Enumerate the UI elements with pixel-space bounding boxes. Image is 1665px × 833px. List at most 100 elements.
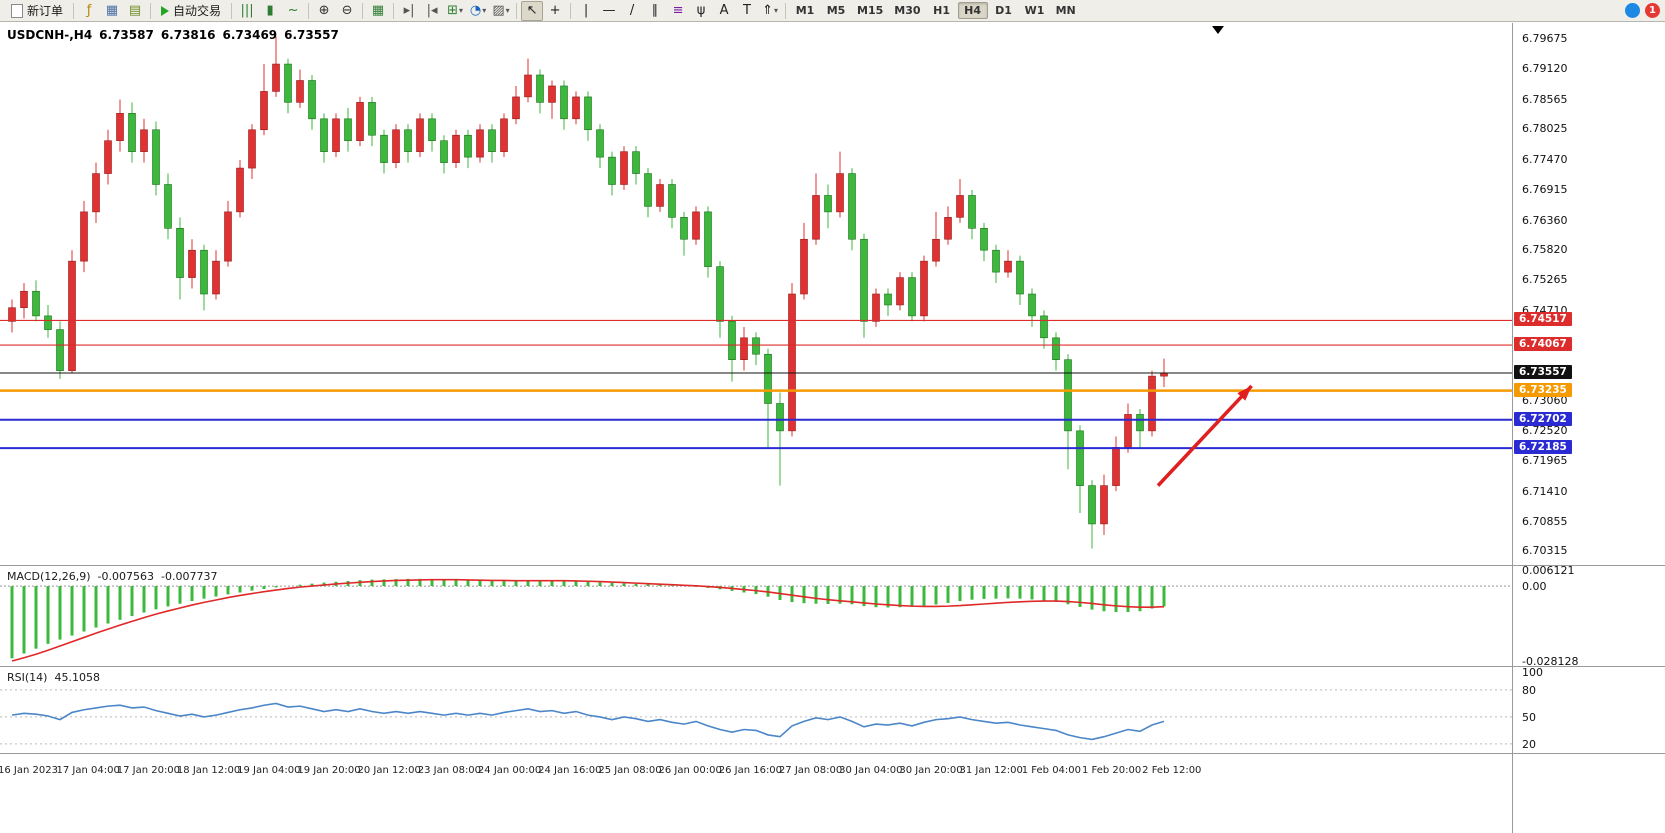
new-chart-icon[interactable]: ▦ [105, 2, 119, 18]
candle-body [1004, 260, 1012, 273]
line-chart-mode-icon[interactable]: ~ [287, 2, 299, 18]
candle-body [740, 337, 748, 360]
candle-body [728, 321, 736, 360]
template-menu-icon[interactable]: ▨ ▾ [492, 2, 510, 18]
price-axis-label: 6.70855 [1522, 514, 1568, 528]
price-axis-label: 6.72520 [1522, 423, 1568, 437]
new-order-button[interactable]: 新订单 [5, 1, 69, 20]
candle-body [464, 134, 472, 158]
panel-separator[interactable] [0, 753, 1665, 754]
equidistant-channel-icon[interactable]: ∥ [651, 2, 659, 18]
text-label-icon[interactable]: T [743, 2, 751, 18]
time-axis-label: 19 Jan 20:00 [297, 765, 361, 776]
candle-body [632, 151, 640, 174]
candle-body [404, 129, 412, 152]
candle-body [428, 118, 436, 142]
time-axis-label: 27 Jan 08:00 [778, 765, 843, 776]
timeframe-m1-button[interactable]: M1 [795, 4, 815, 17]
profiles-icon[interactable]: ▤ [128, 2, 142, 18]
chart-window[interactable]: USDCNH-,H4 6.73587 6.73816 6.73469 6.735… [0, 23, 1512, 833]
timeframe-m30-button[interactable]: M30 [894, 4, 921, 17]
bar-chart-mode-icon[interactable]: ||| [240, 2, 254, 18]
time-axis-label: 1 Feb 20:00 [1081, 765, 1142, 776]
autotrading-button[interactable]: 自动交易 [155, 1, 227, 20]
support-line-1-badge: 6.72702 [1514, 411, 1572, 426]
price-axis-label: 6.75265 [1522, 273, 1568, 287]
macd-value-1: -0.007563 [97, 570, 155, 583]
cursor-icon[interactable]: ↖ [521, 0, 544, 21]
toolbar-separator [73, 2, 75, 19]
time-axis-label: 16 Jan 2023 [0, 765, 58, 776]
candle-body [104, 140, 112, 174]
new-order-menu-icon[interactable]: ⊞ ▾ [447, 2, 463, 18]
trendline-icon[interactable]: / [629, 2, 635, 18]
dropdown-caret-icon: ▾ [482, 5, 487, 15]
crosshair-icon[interactable]: + [549, 2, 561, 18]
timeframe-h1-button[interactable]: H1 [933, 4, 950, 17]
candle-body [284, 63, 292, 103]
zoom-out-icon[interactable]: ⊖ [341, 2, 353, 18]
notifications-badge[interactable]: 1 [1645, 3, 1660, 18]
horizontal-line-icon[interactable]: — [602, 2, 616, 18]
ohlc-high: 6.73816 [160, 28, 216, 42]
candle-body [956, 195, 964, 218]
timeframe-mn-button[interactable]: MN [1055, 4, 1076, 17]
macd-axis-label: -0.028128 [1522, 655, 1579, 669]
time-axis-label: 23 Jan 08:00 [417, 765, 482, 776]
symbol-period: USDCNH-,H4 [7, 28, 93, 42]
timeframe-d1-button[interactable]: D1 [995, 4, 1012, 17]
price-axis-label: 6.79120 [1522, 62, 1568, 76]
price-axis-label: 6.78025 [1522, 122, 1568, 136]
tile-windows-icon[interactable]: ▦ [371, 2, 385, 18]
community-icon[interactable] [1625, 3, 1640, 18]
candle-body [680, 217, 688, 240]
candle-body [320, 118, 328, 152]
candle-body [1028, 293, 1036, 317]
candle-body [248, 129, 256, 169]
period-menu-icon[interactable]: ◔ ▾ [469, 2, 487, 18]
price-chart-plot[interactable] [0, 23, 1512, 833]
chart-shift-icon[interactable]: |◂ [426, 2, 438, 18]
trend-arrow-object[interactable] [1156, 384, 1253, 487]
ohlc-open: 6.73587 [99, 28, 154, 42]
candle-body [944, 217, 952, 240]
toolbar-separator [785, 2, 787, 19]
candle-body [308, 80, 316, 120]
rsi-axis-label: 20 [1522, 737, 1536, 751]
andrews-pitchfork-icon[interactable]: ψ [696, 2, 706, 18]
text-icon[interactable]: A [719, 2, 729, 18]
time-axis-label: 31 Jan 12:00 [959, 765, 1023, 776]
timeframe-w1-button[interactable]: W1 [1024, 4, 1045, 17]
play-icon [161, 5, 170, 16]
time-axis-label: 25 Jan 08:00 [598, 765, 662, 776]
candle-body [416, 118, 424, 152]
timeframe-m5-button[interactable]: M5 [826, 4, 846, 17]
candle-body [92, 173, 100, 213]
candlestick-mode-icon[interactable]: ▮ [266, 2, 274, 18]
candle-body [812, 195, 820, 240]
candle-body [752, 337, 760, 355]
timeframe-m15-button[interactable]: M15 [857, 4, 884, 17]
candle-body [128, 113, 136, 152]
timeframe-h4-button[interactable]: H4 [957, 2, 988, 19]
indicator-list-icon[interactable]: ƒ [86, 2, 92, 18]
vertical-line-icon[interactable]: | [583, 2, 589, 18]
fibonacci-retracement-icon[interactable]: ≡ [672, 2, 684, 18]
alert-line-badge: 6.73235 [1514, 382, 1572, 397]
time-axis-label: 18 Jan 12:00 [176, 765, 241, 776]
auto-scroll-icon[interactable]: ▸| [403, 2, 415, 18]
candle-body [380, 134, 388, 163]
panel-separator[interactable] [0, 666, 1665, 667]
time-axis-label: 2 Feb 12:00 [1142, 765, 1202, 776]
resistance-line-2-badge: 6.74067 [1514, 337, 1572, 352]
autotrading-label: 自动交易 [173, 4, 222, 18]
arrows-menu-icon[interactable]: ⇑ ▾ [762, 2, 778, 18]
price-axis-label: 6.71965 [1522, 454, 1568, 468]
candle-body [560, 85, 568, 120]
toolbar: 新订单 ƒ ▦ ▤ 自动交易 ||| ▮ ~ ⊕ ⊖ ▦ ▸| |◂ ⊞ ▾ ◔ ▾ ▨ ▾ ↖ + | — / ∥ ≡ ψ A T ⇑ ▾… [0, 0, 1665, 22]
zoom-in-icon[interactable]: ⊕ [318, 2, 330, 18]
candle-body [908, 277, 916, 317]
ohlc-low: 6.73469 [222, 28, 278, 42]
panel-separator[interactable] [0, 565, 1665, 566]
macd-name: MACD(12,26,9) [7, 570, 91, 583]
